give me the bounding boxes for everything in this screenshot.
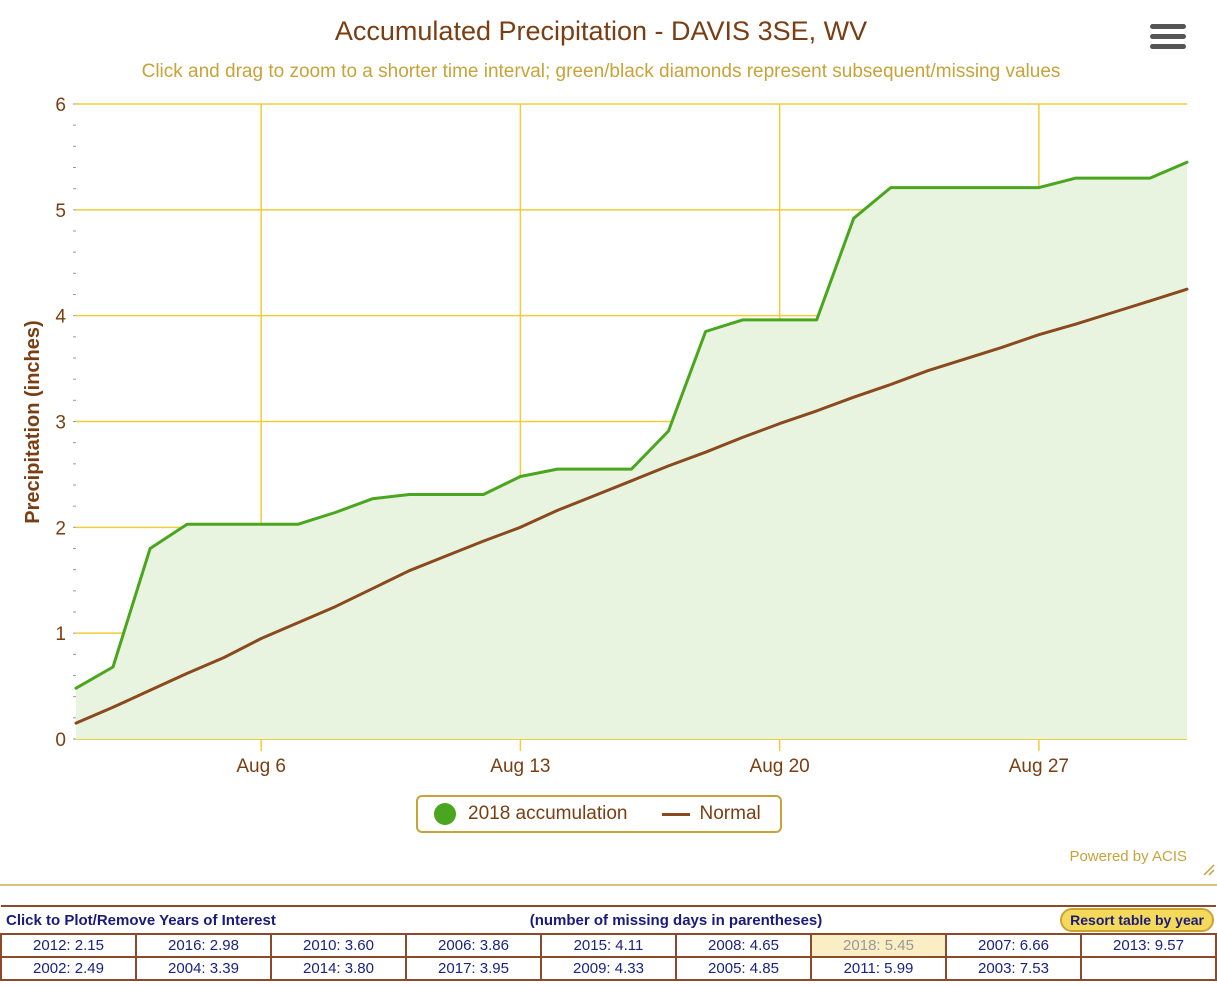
year-cell[interactable]: 2003: 7.53 bbox=[945, 956, 1082, 981]
line-layer bbox=[74, 160, 1189, 725]
chart-menu-icon[interactable] bbox=[1150, 24, 1186, 56]
legend: 2018 accumulation Normal bbox=[416, 795, 782, 833]
x-tick-label: Aug 6 bbox=[236, 756, 286, 777]
x-tick-labels: Aug 6 Aug 13 Aug 20 Aug 27 bbox=[236, 756, 1069, 777]
missing-days-note: (number of missing days in parentheses) bbox=[406, 905, 946, 934]
year-cell[interactable]: 2009: 4.33 bbox=[540, 956, 677, 981]
year-cell[interactable]: 2017: 3.95 bbox=[405, 956, 542, 981]
line-normal bbox=[74, 287, 1189, 725]
x-tick-label: Aug 27 bbox=[1009, 756, 1069, 777]
year-cell[interactable]: 2010: 3.60 bbox=[270, 933, 407, 958]
legend-label-2018: 2018 accumulation bbox=[468, 803, 628, 824]
year-cell[interactable]: 2005: 4.85 bbox=[675, 956, 812, 981]
y-tick-label: 2 bbox=[55, 518, 66, 539]
year-cell[interactable]: 2004: 3.39 bbox=[135, 956, 272, 981]
area-2018 bbox=[76, 162, 1187, 739]
y-tick-label: 6 bbox=[55, 95, 66, 116]
years-table: Click to Plot/Remove Years of Interest (… bbox=[0, 905, 1217, 981]
year-cell[interactable]: 2002: 2.49 bbox=[0, 956, 137, 981]
resort-by-year-button[interactable]: Resort table by year bbox=[1060, 908, 1214, 932]
brown-line-icon bbox=[661, 812, 690, 816]
x-tick-label: Aug 13 bbox=[490, 756, 550, 777]
table-row: 2002: 2.49 2004: 3.39 2014: 3.80 2017: 3… bbox=[0, 956, 1217, 981]
chart-subtitle: Click and drag to zoom to a shorter time… bbox=[142, 61, 1061, 82]
year-cell[interactable]: 2016: 2.98 bbox=[135, 933, 272, 958]
divider bbox=[0, 884, 1217, 886]
legend-item-2018[interactable]: 2018 accumulation bbox=[418, 803, 628, 825]
year-cell[interactable]: 2006: 3.86 bbox=[405, 933, 542, 958]
credits-link[interactable]: Powered by ACIS bbox=[1069, 848, 1187, 865]
y-tick-label: 0 bbox=[55, 730, 66, 751]
year-cell-selected[interactable]: 2018: 5.45 bbox=[810, 933, 947, 958]
y-tick-labels: 0 1 2 3 4 5 6 bbox=[55, 95, 66, 751]
table-row: 2012: 2.15 2016: 2.98 2010: 3.60 2006: 3… bbox=[0, 933, 1217, 958]
chart-title: Accumulated Precipitation - DAVIS 3SE, W… bbox=[335, 16, 867, 46]
year-cell[interactable]: 2008: 4.65 bbox=[675, 933, 812, 958]
area-layer bbox=[76, 162, 1187, 739]
year-cell[interactable]: 2013: 9.57 bbox=[1080, 933, 1217, 958]
line-2018-accumulation bbox=[74, 160, 1189, 690]
y-tick-label: 3 bbox=[55, 413, 66, 434]
year-cell-empty bbox=[1080, 956, 1217, 981]
minor-ticks bbox=[73, 103, 76, 740]
year-cell[interactable]: 2015: 4.11 bbox=[540, 933, 677, 958]
year-cell[interactable]: 2011: 5.99 bbox=[810, 956, 947, 981]
x-tick-label: Aug 20 bbox=[750, 756, 810, 777]
year-cell[interactable]: 2014: 3.80 bbox=[270, 956, 407, 981]
y-tick-label: 4 bbox=[55, 307, 66, 328]
year-cell[interactable]: 2007: 6.66 bbox=[945, 933, 1082, 958]
y-tick-label: 1 bbox=[55, 624, 66, 645]
y-axis-label: Precipitation (inches) bbox=[22, 320, 44, 523]
precipitation-chart[interactable]: Accumulated Precipitation - DAVIS 3SE, W… bbox=[0, 0, 1217, 880]
year-cell[interactable]: 2012: 2.15 bbox=[0, 933, 137, 958]
resize-handle-icon[interactable] bbox=[1203, 864, 1215, 876]
years-table-instructions: Click to Plot/Remove Years of Interest bbox=[1, 905, 406, 934]
legend-label-normal: Normal bbox=[699, 803, 761, 824]
green-dot-icon bbox=[434, 803, 456, 825]
y-tick-label: 5 bbox=[55, 201, 66, 222]
legend-item-normal[interactable]: Normal bbox=[628, 803, 761, 825]
